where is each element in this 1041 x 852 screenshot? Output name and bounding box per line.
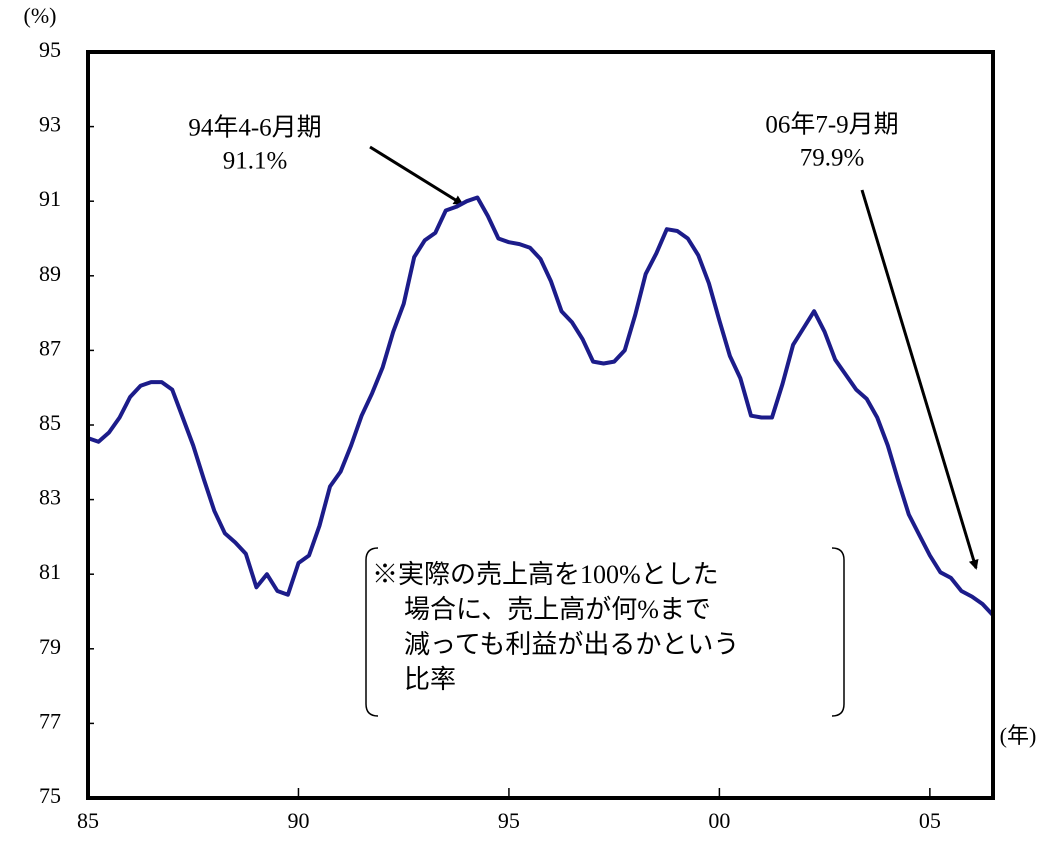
x-axis-label: (年) [1000,723,1037,748]
y-tick-label: 79 [39,634,61,659]
y-tick-label: 87 [39,335,61,360]
annotation: 94年4-6月期 [188,114,321,142]
annotation-value: 79.9% [800,145,865,172]
y-tick-label: 89 [39,261,61,286]
x-tick-label: 90 [287,808,309,833]
data-line [87,195,995,617]
note-line: 場合に、売上高が何%まで [404,595,711,624]
y-tick-label: 75 [39,783,61,808]
arrow [860,189,979,570]
y-tick-label: 83 [39,485,61,510]
note-bracket [831,547,845,717]
x-tick-label: 85 [77,808,99,833]
x-tick-label: 00 [708,808,730,833]
y-axis-label: (%) [24,3,57,28]
y-tick-label: 91 [39,186,61,211]
arrow [369,145,464,206]
annotation-value: 91.1% [223,148,288,175]
note-line: 減っても利益が出るかという [404,630,739,659]
note-line: 比率 [404,665,456,694]
y-tick-label: 81 [39,559,61,584]
plot-frame [86,50,995,800]
x-tick-label: 05 [919,808,941,833]
y-tick-label: 93 [39,112,61,137]
y-tick-label: 95 [39,37,61,62]
y-tick-label: 77 [39,708,61,733]
annotation: 06年7-9月期 [765,111,898,139]
x-tick-label: 95 [498,808,520,833]
y-tick-label: 85 [39,410,61,435]
note-bracket [365,547,379,717]
note-line: ※実際の売上高を100%とした [372,560,719,589]
